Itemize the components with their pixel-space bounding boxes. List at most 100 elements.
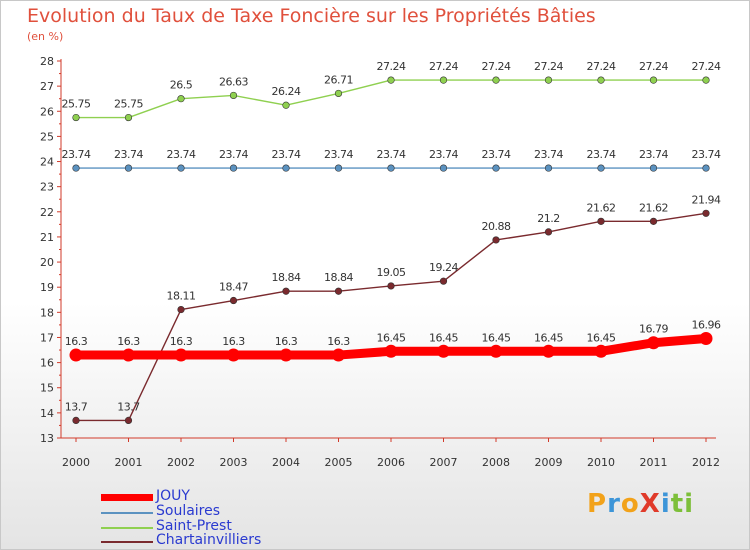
data-label-saint-prest: 27.24 [692, 60, 721, 73]
data-label-saint-prest: 27.24 [429, 60, 458, 73]
data-label-chartainvilliers: 18.84 [324, 271, 353, 284]
data-point-jouy [174, 348, 188, 362]
data-point-chartainvilliers [72, 416, 80, 425]
data-point-jouy [69, 348, 83, 362]
data-label-jouy: 16.3 [170, 335, 193, 348]
data-label-saint-prest: 27.24 [482, 60, 511, 73]
data-point-soulaires [229, 164, 238, 172]
data-label-chartainvilliers: 13.7 [65, 400, 88, 413]
data-label-soulaires: 23.74 [62, 148, 91, 161]
data-label-jouy: 16.96 [692, 318, 721, 331]
data-point-chartainvilliers [124, 416, 133, 425]
data-label-chartainvilliers: 21.2 [537, 212, 560, 225]
data-point-jouy [699, 331, 713, 345]
data-label-chartainvilliers: 18.47 [219, 281, 248, 294]
data-label-chartainvilliers: 21.62 [587, 201, 616, 214]
chart-title: Evolution du Taux de Taxe Foncière sur l… [27, 5, 596, 27]
series-line-chartainvilliers [75, 212, 707, 422]
data-point-soulaires [282, 164, 290, 172]
x-tick-label: 2004 [272, 456, 300, 469]
data-point-soulaires [334, 164, 343, 172]
y-tick-label: 23 [40, 181, 54, 194]
data-point-chartainvilliers [702, 209, 710, 217]
data-point-saint-prest [597, 76, 605, 84]
data-point-saint-prest [177, 95, 185, 103]
proxiti-logo: ProXiti [587, 489, 695, 519]
data-point-chartainvilliers [334, 287, 343, 295]
data-point-soulaires [124, 164, 133, 172]
data-point-jouy [122, 348, 135, 362]
x-tick-label: 2008 [482, 456, 510, 469]
y-tick-label: 28 [40, 55, 54, 68]
data-point-chartainvilliers [649, 217, 658, 225]
data-label-chartainvilliers: 13.7 [117, 400, 140, 413]
data-point-jouy [489, 344, 503, 358]
data-label-jouy: 16.3 [275, 335, 298, 348]
data-label-saint-prest: 26.63 [219, 75, 248, 88]
data-label-jouy: 16.3 [327, 335, 350, 348]
data-point-saint-prest [544, 76, 553, 84]
x-tick-label: 2005 [325, 456, 353, 469]
legend-swatch-soulaires [101, 512, 153, 514]
data-label-soulaires: 23.74 [482, 148, 511, 161]
x-tick-label: 2001 [115, 456, 143, 469]
data-label-saint-prest: 27.24 [534, 60, 563, 73]
data-label-saint-prest: 26.71 [324, 73, 353, 86]
x-tick-label: 2011 [640, 456, 668, 469]
data-point-soulaires [649, 164, 658, 172]
data-label-jouy: 16.45 [429, 331, 458, 344]
legend-label-soulaires: Soulaires [156, 503, 221, 519]
y-tick-label: 17 [40, 331, 54, 344]
y-tick-label: 25 [40, 130, 54, 143]
y-tick-label: 16 [40, 357, 54, 370]
data-label-chartainvilliers: 21.94 [692, 193, 721, 206]
y-tick-label: 27 [40, 80, 54, 93]
data-point-soulaires [72, 164, 80, 172]
y-tick-label: 22 [40, 206, 54, 219]
data-point-soulaires [439, 164, 448, 172]
data-point-saint-prest [649, 76, 658, 84]
data-point-jouy [384, 344, 398, 358]
data-point-chartainvilliers [229, 296, 238, 305]
data-point-saint-prest [282, 101, 290, 109]
data-point-saint-prest [387, 76, 395, 84]
data-label-saint-prest: 26.24 [272, 85, 301, 98]
data-point-jouy [542, 344, 555, 358]
data-label-chartainvilliers: 18.11 [167, 290, 196, 303]
data-point-jouy [227, 348, 240, 362]
data-point-saint-prest [334, 89, 343, 98]
data-point-chartainvilliers [544, 228, 553, 236]
x-tick-label: 2002 [167, 456, 195, 469]
data-label-saint-prest: 27.24 [639, 60, 668, 73]
data-label-jouy: 16.79 [639, 323, 668, 336]
data-label-jouy: 16.45 [587, 331, 616, 344]
data-label-soulaires: 23.74 [534, 148, 563, 161]
data-label-soulaires: 23.74 [692, 148, 721, 161]
data-label-jouy: 16.3 [222, 335, 245, 348]
data-point-jouy [647, 336, 660, 350]
y-tick-label: 19 [40, 281, 54, 294]
y-tick-label: 18 [40, 306, 54, 319]
data-label-jouy: 16.3 [117, 335, 140, 348]
data-label-chartainvilliers: 18.84 [272, 271, 301, 284]
data-point-chartainvilliers [597, 217, 605, 225]
data-point-jouy [594, 344, 608, 358]
legend-swatch-saint-prest [101, 527, 153, 529]
data-point-saint-prest [492, 76, 500, 84]
data-label-jouy: 16.45 [534, 331, 563, 344]
data-point-soulaires [387, 164, 395, 172]
data-label-soulaires: 23.74 [587, 148, 616, 161]
legend-swatch-chartainvilliers [101, 541, 153, 543]
data-point-soulaires [177, 164, 185, 172]
y-tick-label: 13 [40, 432, 54, 445]
data-label-saint-prest: 27.24 [377, 60, 406, 73]
data-label-soulaires: 23.74 [324, 148, 353, 161]
data-point-saint-prest [229, 91, 238, 100]
data-point-chartainvilliers [387, 282, 395, 290]
data-label-soulaires: 23.74 [272, 148, 301, 161]
data-point-jouy [332, 348, 345, 362]
data-label-chartainvilliers: 20.88 [482, 220, 511, 233]
data-point-saint-prest [124, 113, 133, 122]
